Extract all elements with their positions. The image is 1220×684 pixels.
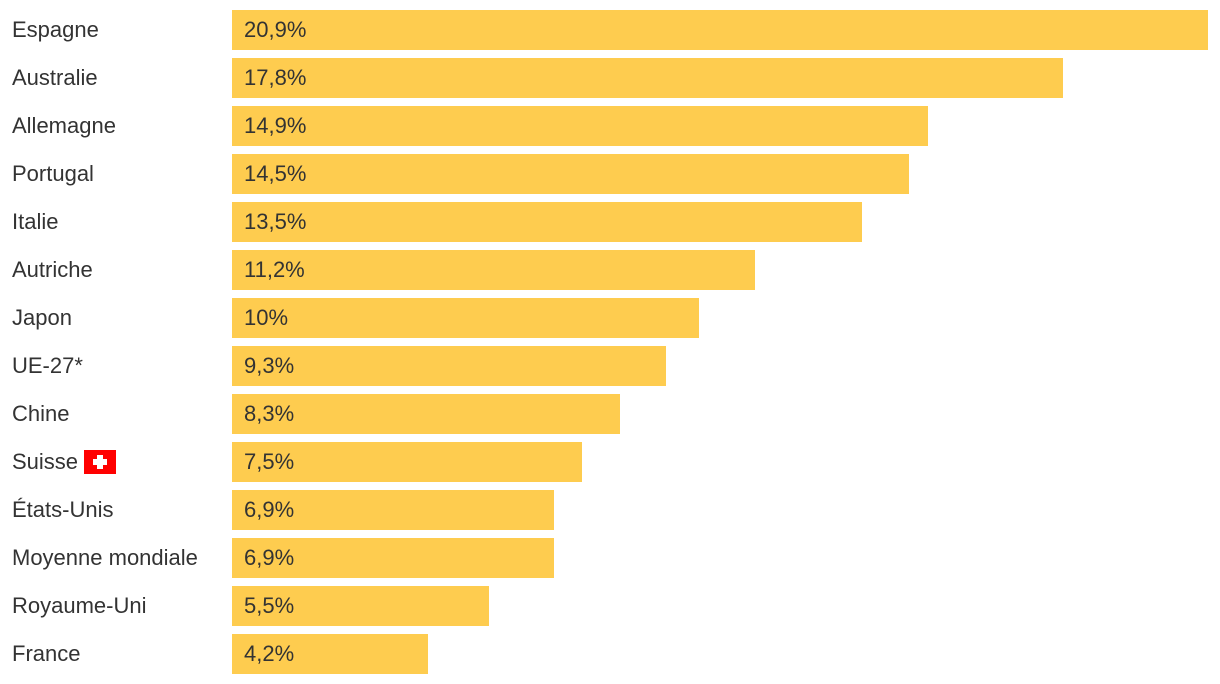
category-label: Moyenne mondiale bbox=[12, 545, 198, 570]
bar: 9,3% bbox=[232, 346, 666, 386]
category-label: France bbox=[12, 641, 81, 666]
category-label: Royaume-Uni bbox=[12, 593, 147, 618]
category-label-group: Japon bbox=[12, 298, 72, 338]
bar: 13,5% bbox=[232, 202, 862, 242]
category-label: Japon bbox=[12, 305, 72, 330]
category-label-group: Allemagne bbox=[12, 106, 116, 146]
bar: 5,5% bbox=[232, 586, 489, 626]
category-label-group: Australie bbox=[12, 58, 98, 98]
category-label: États-Unis bbox=[12, 497, 114, 522]
bar: 6,9% bbox=[232, 538, 554, 578]
bar-row: Japon 10% bbox=[0, 298, 1220, 338]
value-label: 10% bbox=[244, 305, 289, 330]
category-label: Australie bbox=[12, 65, 98, 90]
category-label-group: UE-27* bbox=[12, 346, 83, 386]
value-label: 20,9% bbox=[244, 17, 307, 42]
bar-row: Suisse 7,5% bbox=[0, 442, 1220, 482]
category-label: Suisse bbox=[12, 449, 79, 474]
value-label: 13,5% bbox=[244, 209, 307, 234]
bar: 17,8% bbox=[232, 58, 1063, 98]
category-label-group: Portugal bbox=[12, 154, 94, 194]
value-label: 17,8% bbox=[244, 65, 307, 90]
bar: 6,9% bbox=[232, 490, 554, 530]
category-label: Portugal bbox=[12, 161, 94, 186]
bar-row: Allemagne 14,9% bbox=[0, 106, 1220, 146]
category-label-group: Chine bbox=[12, 394, 69, 434]
bar: 20,9% bbox=[232, 10, 1208, 50]
bar: 14,9% bbox=[232, 106, 928, 146]
category-label: Allemagne bbox=[12, 113, 116, 138]
value-label: 14,9% bbox=[244, 113, 307, 138]
value-label: 6,9% bbox=[244, 545, 295, 570]
category-label-group: Italie bbox=[12, 202, 58, 242]
category-label: Autriche bbox=[12, 257, 93, 282]
value-label: 11,2% bbox=[244, 257, 305, 282]
category-label-group: Suisse bbox=[12, 442, 117, 482]
bar-row: Espagne 20,9% bbox=[0, 10, 1220, 50]
bar: 10% bbox=[232, 298, 699, 338]
bar: 4,2% bbox=[232, 634, 428, 674]
bar-row: UE-27* 9,3% bbox=[0, 346, 1220, 386]
category-label-group: Royaume-Uni bbox=[12, 586, 147, 626]
bar-row: Australie 17,8% bbox=[0, 58, 1220, 98]
category-label-group: Autriche bbox=[12, 250, 93, 290]
bar-row: États-Unis 6,9% bbox=[0, 490, 1220, 530]
value-label: 9,3% bbox=[244, 353, 295, 378]
category-label: UE-27* bbox=[12, 353, 83, 378]
bar-row: France 4,2% bbox=[0, 634, 1220, 674]
category-label-group: États-Unis bbox=[12, 490, 113, 530]
category-label: Italie bbox=[12, 209, 59, 234]
bar-row: Royaume-Uni 5,5% bbox=[0, 586, 1220, 626]
bar: 7,5% bbox=[232, 442, 582, 482]
value-label: 7,5% bbox=[244, 449, 295, 474]
bar: 8,3% bbox=[232, 394, 620, 434]
category-label: Espagne bbox=[12, 17, 99, 42]
category-label-group: Espagne bbox=[12, 10, 99, 50]
value-label: 14,5% bbox=[244, 161, 307, 186]
bar: 14,5% bbox=[232, 154, 909, 194]
bar-row: Chine 8,3% bbox=[0, 394, 1220, 434]
bar-row: Italie 13,5% bbox=[0, 202, 1220, 242]
bar-row: Portugal 14,5% bbox=[0, 154, 1220, 194]
value-label: 6,9% bbox=[244, 497, 295, 522]
category-label-group: Moyenne mondiale bbox=[12, 538, 198, 578]
category-label: Chine bbox=[12, 401, 70, 426]
swiss-flag-icon bbox=[84, 450, 117, 474]
bar-row: Autriche 11,2% bbox=[0, 250, 1220, 290]
value-label: 5,5% bbox=[244, 593, 295, 618]
value-label: 8,3% bbox=[244, 401, 295, 426]
category-label-group: France bbox=[12, 634, 80, 674]
bar-row: Moyenne mondiale 6,9% bbox=[0, 538, 1220, 578]
bar: 11,2% bbox=[232, 250, 755, 290]
value-label: 4,2% bbox=[244, 641, 295, 666]
